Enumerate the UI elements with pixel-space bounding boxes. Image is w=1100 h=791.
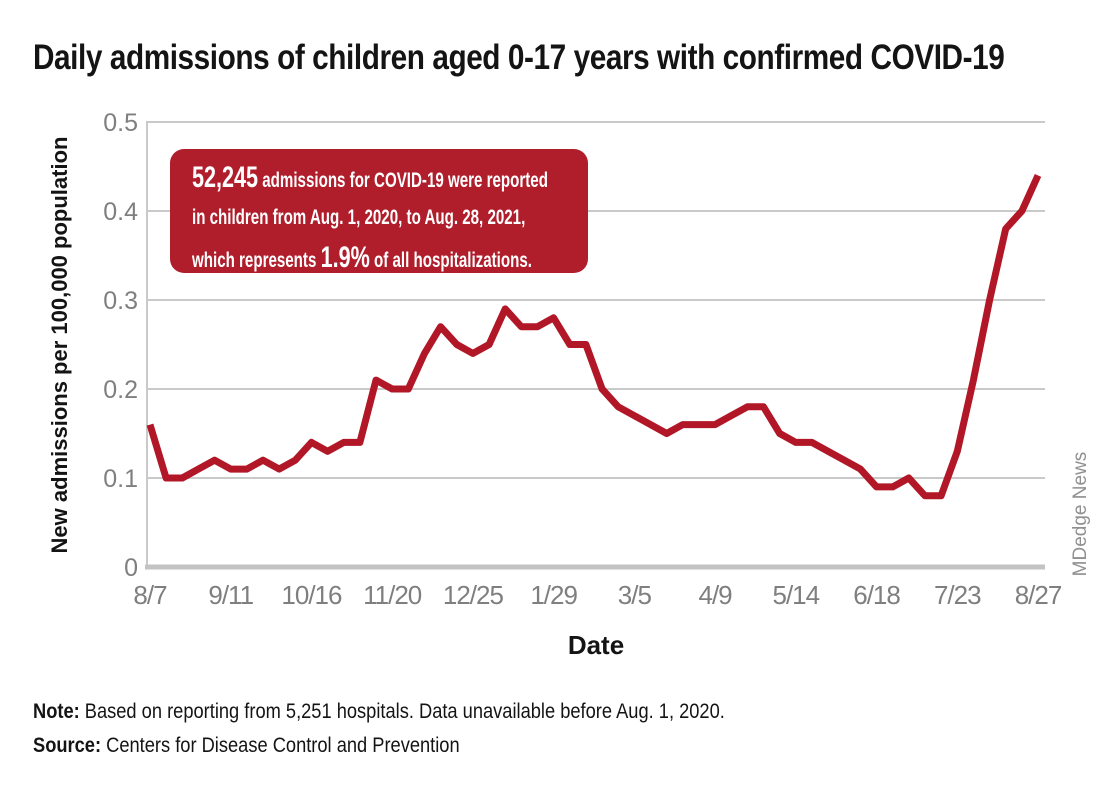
x-tick-label: 8/7 [133, 580, 167, 610]
data-line-series [146, 173, 1042, 500]
y-tick-label: 0.1 [103, 465, 138, 493]
annotation-text: 52,245 admissions for COVID-19 were repo… [170, 149, 588, 278]
x-tick-label: 11/20 [363, 580, 422, 610]
x-tick-label: 1/29 [530, 580, 577, 610]
x-tick-label: 4/9 [699, 580, 733, 610]
annotation-callout: 52,245 admissions for COVID-19 were repo… [170, 149, 588, 274]
annotation-line: in children from Aug. 1, 2020, to Aug. 2… [192, 198, 525, 238]
x-tick-label: 7/23 [934, 580, 981, 610]
annotation-body-text: which represents [192, 249, 321, 272]
x-tick-label: 12/25 [443, 580, 504, 610]
y-tick-label: 0.4 [103, 198, 138, 226]
watermark-credit: MDedge News [1070, 451, 1091, 577]
x-tick-label: 6/18 [853, 580, 900, 610]
annotation-body-text: in children from Aug. 1, 2020, to Aug. 2… [192, 206, 526, 229]
x-tick-label: 9/11 [208, 580, 253, 610]
note-label: Note: [33, 699, 80, 723]
y-tick-label: 0 [124, 554, 138, 582]
source-label: Source: [33, 733, 102, 757]
x-axis-title: Date [567, 630, 625, 660]
y-tick-label: 0.2 [103, 376, 138, 404]
annotation-line: 52,245 admissions for COVID-19 were repo… [192, 158, 548, 198]
x-tick-label: 5/14 [773, 580, 820, 610]
annotation-highlight-value: 1.9% [320, 241, 370, 274]
x-tick-label: 8/27 [1015, 580, 1062, 610]
y-tick-label: 0.3 [103, 287, 138, 315]
x-tick-label: 10/16 [281, 580, 342, 610]
note-line: Note: Based on reporting from 5,251 hosp… [33, 699, 725, 724]
annotation-body-text: of all hospitalizations. [369, 249, 532, 272]
y-tick-label: 0.5 [103, 109, 138, 137]
source-text: Centers for Disease Control and Preventi… [101, 733, 460, 757]
annotation-body-text: admissions for COVID-19 were reported [258, 169, 548, 192]
chart-title: Daily admissions of children aged 0-17 y… [33, 38, 1005, 77]
annotation-highlight-value: 52,245 [192, 161, 259, 194]
annotation-line: which represents 1.9% of all hospitaliza… [192, 238, 532, 278]
source-line: Source: Centers for Disease Control and … [33, 733, 460, 758]
x-tick-label: 3/5 [618, 580, 652, 610]
note-text: Based on reporting from 5,251 hospitals.… [79, 699, 725, 723]
